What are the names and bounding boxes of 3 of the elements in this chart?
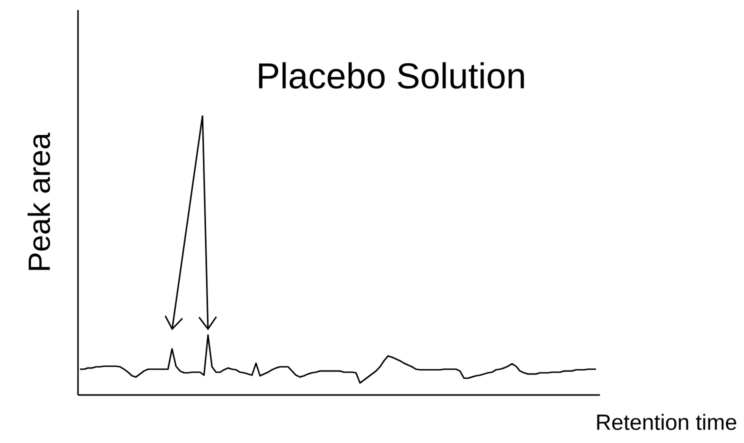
x-axis-title: Retention time [597, 414, 736, 430]
y-axis-title: Peak area [28, 132, 50, 270]
text: Placebo Solution [259, 62, 524, 89]
